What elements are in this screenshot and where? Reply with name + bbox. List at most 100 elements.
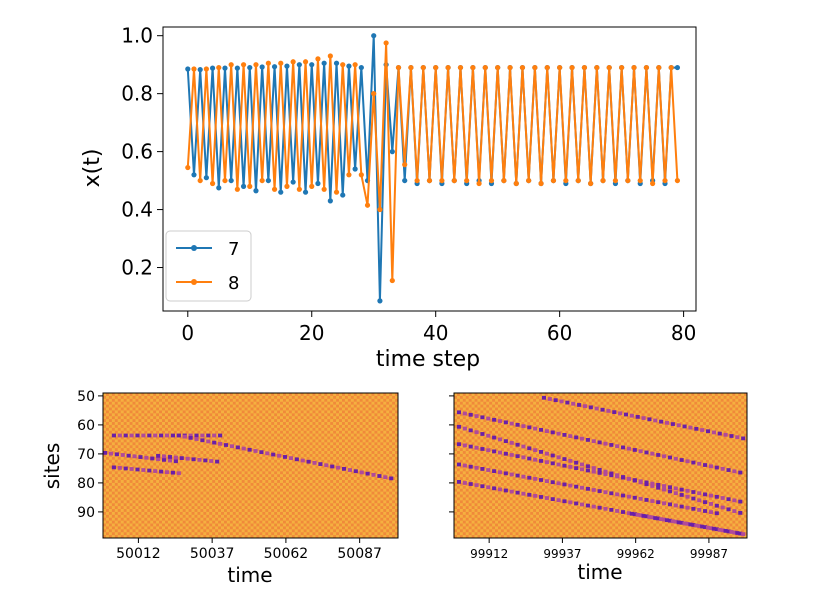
heatmap-cell [265,453,269,457]
heatmap-cell [318,523,322,527]
heatmap-cell [644,517,648,521]
heatmap-cell [623,509,627,512]
heatmap-cell [574,419,578,423]
heatmap-cell [241,523,245,527]
data-point [482,64,488,71]
heatmap-cell [206,517,210,521]
heatmap-cell [492,517,496,521]
heatmap-cell [221,485,224,489]
heatmap-cell [173,532,177,536]
heatmap-cell [153,511,157,515]
heatmap-cell [218,482,222,486]
heatmap-cell [126,439,130,443]
heatmap-cell [132,445,136,449]
line-chart-y-ticks: 0.20.40.60.81.0 [121,24,163,280]
heatmap-cell [306,477,310,481]
heatmap-cell [647,404,651,408]
defect-cell [179,456,184,460]
heatmap-cell [603,453,607,457]
heatmap-cell [226,445,230,449]
heatmap-cell [538,448,542,452]
heatmap-cell [386,503,390,507]
heatmap-cell [206,430,210,434]
heatmap-cell [218,494,222,498]
heatmap-cell [574,477,578,481]
heatmap-cell [653,468,657,472]
heatmap-cell [506,497,510,501]
heatmap-cell [120,404,124,408]
heatmap-cell [685,430,689,434]
heatmap-cell [474,419,478,423]
heatmap-cell [167,433,171,437]
heatmap-cell [659,416,663,420]
heatmap-cell [465,532,469,536]
heatmap-cell [215,514,219,518]
heatmap-cell [327,485,331,489]
heatmap-cell [339,526,342,530]
heatmap-cell [565,410,569,414]
heatmap-cell [503,424,507,428]
heatmap-cell [512,532,516,536]
heatmap-cell [694,398,698,402]
heatmap-cell [309,491,313,495]
heatmap-cell [454,462,457,466]
heatmap-cell [285,410,289,414]
heatmap-cell [176,529,180,533]
heatmap-cell [626,436,630,440]
heatmap-cell [285,520,289,524]
heatmap-cell [454,451,457,454]
heatmap-cell [656,442,660,446]
heatmap-cell [141,535,145,539]
heatmap-cell [188,500,192,504]
heatmap-cell [480,523,484,527]
heatmap-cell [350,445,354,449]
heatmap-cell [132,410,136,414]
heatmap-cell [212,448,216,452]
heatmap-cell [579,529,583,533]
heatmap-cell [600,416,604,420]
heatmap-cell [179,532,183,536]
heatmap-cell [703,419,707,423]
heatmap-cell [474,500,478,504]
heatmap-cell [209,422,213,425]
heatmap-cell [132,497,136,501]
heatmap-cell [156,433,160,437]
heatmap-cell [330,477,334,481]
heatmap-cell [621,401,624,405]
heatmap-cell [462,500,466,504]
heatmap-cell [162,422,165,425]
heatmap-cell [129,413,133,417]
heatmap-cell [150,427,154,431]
heatmap-cell [612,509,616,512]
heatmap-cell [159,424,163,428]
heatmap-cell [132,456,136,460]
heatmap-cell [468,535,472,539]
heatmap-cell [141,471,145,475]
heatmap-cell [524,445,528,449]
heatmap-cell [309,445,313,449]
heatmap-cell [368,497,372,501]
heatmap-cell [389,506,393,510]
heatmap-cell [553,433,557,437]
heatmap-cell [356,422,360,425]
heatmap-cell [197,439,201,443]
heatmap-cell [682,532,686,536]
heatmap-cell [474,395,478,399]
heatmap-cell [294,471,298,475]
heatmap-cell [170,529,174,533]
heatmap-cell [568,407,572,411]
defect-cell [194,437,199,441]
heatmap-cell [274,433,278,437]
heatmap-cell [600,398,604,402]
heatmap-cell [200,413,204,417]
heatmap-cell [644,401,648,405]
heatmap-cell [362,485,366,489]
heatmap-cell [327,474,331,478]
heatmap-cell [333,427,337,431]
heatmap-cell [182,401,186,405]
heatmap-cell [138,451,142,454]
heatmap-cell [664,503,668,507]
heatmap-cell [705,422,709,425]
heatmap-cell [353,517,357,521]
heatmap-cell [389,535,393,539]
